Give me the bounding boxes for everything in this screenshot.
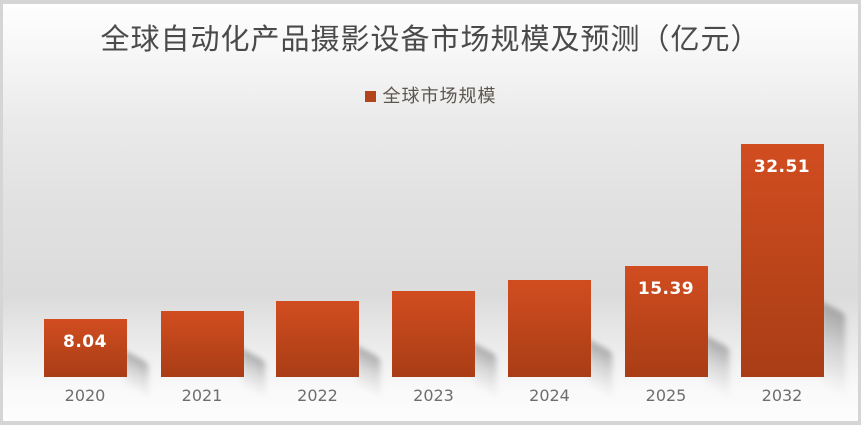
x-axis-label: 2025	[645, 386, 687, 405]
bar-2025: 15.39	[624, 266, 708, 377]
bar-shadow	[588, 339, 612, 399]
x-axis-label: 2020	[64, 386, 106, 405]
legend: 全球市场规模	[3, 82, 858, 108]
bar-shadow	[472, 342, 496, 399]
x-axis-label: 2023	[413, 386, 454, 405]
x-axis-label: 2032	[761, 386, 803, 405]
legend-swatch-icon	[364, 90, 376, 102]
chart-title: 全球自动化产品摄影设备市场规模及预测（亿元）	[100, 22, 761, 56]
bar-shadow	[704, 335, 729, 399]
legend-label: 全球市场规模	[382, 86, 497, 107]
bar-2022	[276, 301, 359, 377]
x-axis-label: 2022	[297, 386, 338, 405]
bar-shadow	[356, 345, 380, 399]
plot-area: 8.04 2020 2021 2022 2023 2024 15.39 2025 32.51 20…	[3, 4, 858, 421]
bar-shadow	[820, 301, 845, 399]
x-axis-label: 2024	[529, 386, 570, 405]
bar-value-label: 8.04	[63, 332, 107, 352]
bar-2023	[392, 291, 475, 377]
bar-2024	[508, 280, 591, 377]
bar-2032: 32.51	[740, 144, 824, 377]
bar-shadow	[123, 350, 148, 399]
bar-value-label: 15.39	[637, 279, 695, 299]
bar-shadow	[240, 348, 265, 399]
bar-2020: 8.04	[43, 319, 127, 377]
x-axis-label: 2021	[181, 386, 223, 405]
bar-2021	[160, 311, 244, 377]
bar-value-label: 32.51	[753, 157, 811, 177]
